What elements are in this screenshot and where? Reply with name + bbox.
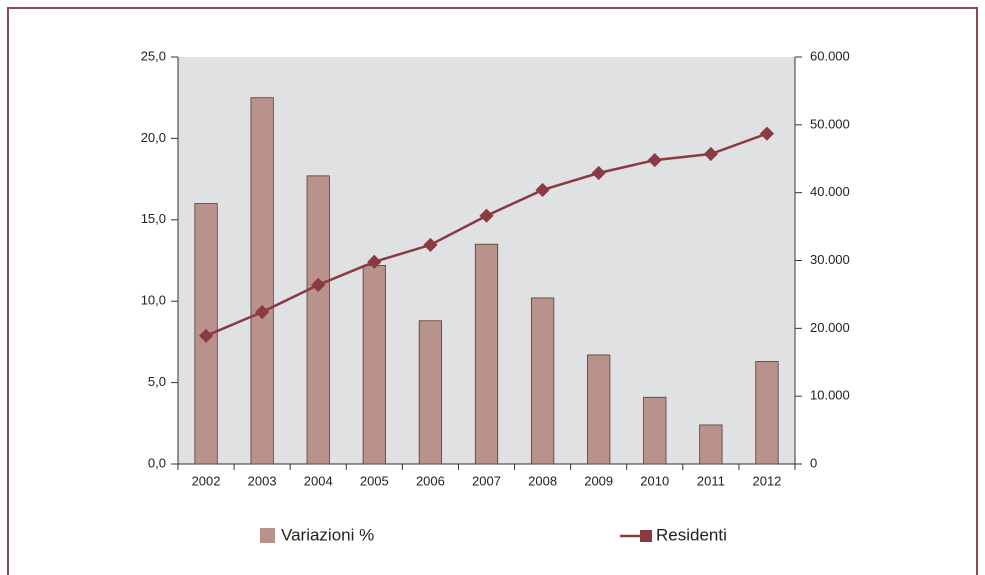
x-tick-label: 2008 — [528, 473, 557, 488]
bar — [362, 264, 386, 465]
legend-label: Variazioni % — [281, 525, 374, 544]
y2-tick-label: 20.000 — [810, 320, 850, 335]
y-tick-label: 25,0 — [141, 48, 166, 63]
bar — [306, 175, 330, 465]
marker — [647, 153, 662, 168]
x-tick-label: 2004 — [304, 473, 333, 488]
x-tick-label: 2002 — [192, 473, 221, 488]
bar — [250, 97, 274, 465]
y2-tick-label: 10.000 — [810, 388, 850, 403]
y-tick-label: 10,0 — [141, 293, 166, 308]
y2-tick-label: 0 — [810, 455, 817, 470]
bar — [643, 396, 667, 465]
x-tick-label: 2011 — [697, 473, 725, 488]
marker — [367, 254, 382, 269]
x-tick-label: 2005 — [360, 473, 389, 488]
legend-label: Residenti — [656, 525, 727, 544]
y2-tick-label: 60.000 — [810, 48, 850, 63]
y-tick-label: 20,0 — [141, 130, 166, 145]
bar — [530, 297, 555, 465]
legend-swatch — [260, 528, 275, 543]
x-tick-label: 2007 — [472, 473, 501, 488]
marker — [479, 208, 494, 223]
bar — [755, 361, 779, 465]
marker — [759, 126, 775, 141]
y-tick-label: 15,0 — [141, 211, 166, 226]
marker — [591, 165, 606, 181]
bar — [699, 424, 723, 465]
marker — [703, 146, 718, 162]
marker — [423, 237, 438, 252]
bar — [474, 243, 499, 465]
y2-tick-label: 30.000 — [810, 252, 850, 267]
x-tick-label: 2009 — [584, 473, 613, 488]
x-tick-label: 2006 — [416, 473, 445, 488]
legend-marker — [640, 530, 652, 542]
y-tick-label: 0,0 — [148, 455, 166, 470]
marker — [535, 182, 550, 198]
x-tick-label: 2010 — [640, 473, 669, 488]
y2-tick-label: 40.000 — [810, 184, 850, 199]
bar — [418, 320, 443, 465]
bar — [587, 354, 611, 465]
marker — [255, 304, 270, 320]
marker — [198, 328, 214, 343]
x-tick-label: 2003 — [248, 473, 277, 488]
frame — [7, 7, 978, 575]
y2-tick-label: 50.000 — [810, 116, 850, 131]
marker — [311, 277, 326, 292]
y-tick-label: 5,0 — [148, 374, 166, 389]
x-tick-label: 2012 — [752, 473, 781, 488]
